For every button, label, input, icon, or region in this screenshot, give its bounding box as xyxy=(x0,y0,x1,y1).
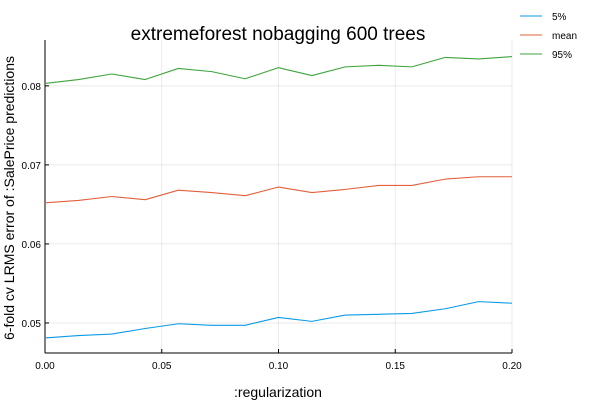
legend-label-0: 5% xyxy=(552,12,567,23)
y-tick-label: 0.06 xyxy=(22,240,42,251)
legend-label-1: mean xyxy=(552,31,577,42)
series-line-0 xyxy=(44,301,513,339)
y-tick-label: 0.07 xyxy=(22,161,42,172)
x-axis-label: :regularization xyxy=(234,384,322,400)
y-axis-label: 6-fold cv LRMS error of :SalePrice predi… xyxy=(1,56,17,340)
series-lines xyxy=(44,56,513,339)
y-tick-label: 0.08 xyxy=(22,82,42,93)
x-tick-label: 0.00 xyxy=(35,361,55,372)
axes: 0.00 0.05 0.10 0.15 0.20 0.05 0.06 0.07 0.08 xyxy=(22,40,522,372)
legend-label-2: 95% xyxy=(552,50,572,61)
x-tick-label: 0.05 xyxy=(152,361,172,372)
chart-title: extremeforest nobagging 600 trees xyxy=(131,24,426,45)
series-line-1 xyxy=(44,176,512,204)
series-line-2 xyxy=(44,56,513,85)
x-tick-label: 0.20 xyxy=(502,361,522,372)
y-tick-label: 0.05 xyxy=(22,319,42,330)
x-tick-label: 0.10 xyxy=(269,361,289,372)
x-tick-label: 0.15 xyxy=(386,361,406,372)
legend: 5% mean 95% xyxy=(520,12,577,61)
